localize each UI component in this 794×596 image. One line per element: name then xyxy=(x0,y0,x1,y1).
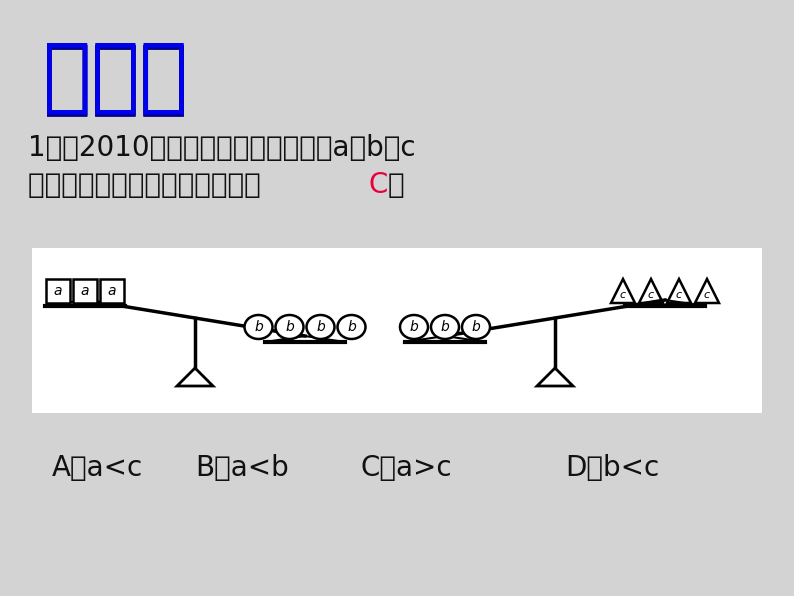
Ellipse shape xyxy=(276,315,303,339)
Text: b: b xyxy=(285,320,294,334)
Text: 做一做: 做一做 xyxy=(43,41,187,119)
Ellipse shape xyxy=(462,315,490,339)
Text: C: C xyxy=(368,171,387,199)
Text: 1、（2010鄂州）根据下图所示，对a、b、c: 1、（2010鄂州）根据下图所示，对a、b、c xyxy=(28,134,415,162)
Text: b: b xyxy=(410,320,418,334)
Text: a: a xyxy=(81,284,89,298)
Ellipse shape xyxy=(306,315,334,339)
Bar xyxy=(46,279,70,303)
Text: B、a<b: B、a<b xyxy=(195,454,289,482)
Text: c: c xyxy=(620,290,626,300)
Text: c: c xyxy=(704,290,710,300)
Ellipse shape xyxy=(400,315,428,339)
Text: ）: ） xyxy=(388,171,405,199)
Ellipse shape xyxy=(431,315,459,339)
Text: c: c xyxy=(648,290,654,300)
Bar xyxy=(32,248,762,413)
Text: b: b xyxy=(472,320,480,334)
Text: A、a<c: A、a<c xyxy=(52,454,143,482)
Text: 做一做: 做一做 xyxy=(43,41,187,119)
Text: a: a xyxy=(108,284,116,298)
Text: D、b<c: D、b<c xyxy=(565,454,659,482)
Text: 三种物体的质量判断正确的是（: 三种物体的质量判断正确的是（ xyxy=(28,171,279,199)
Ellipse shape xyxy=(337,315,365,339)
Text: c: c xyxy=(676,290,682,300)
Bar xyxy=(73,279,97,303)
Text: b: b xyxy=(441,320,449,334)
Text: a: a xyxy=(54,284,62,298)
Ellipse shape xyxy=(245,315,272,339)
Bar xyxy=(100,279,124,303)
Text: b: b xyxy=(347,320,356,334)
Text: C、a>c: C、a>c xyxy=(360,454,452,482)
Text: b: b xyxy=(316,320,325,334)
Text: 做一做: 做一做 xyxy=(43,41,187,119)
Text: b: b xyxy=(254,320,263,334)
Text: 做一做: 做一做 xyxy=(43,39,187,117)
